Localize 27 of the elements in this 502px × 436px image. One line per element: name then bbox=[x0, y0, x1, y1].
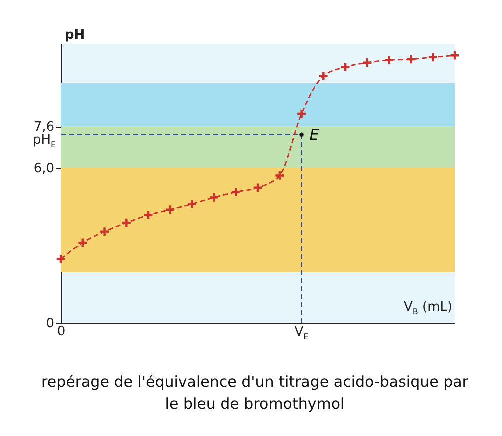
y-tick-label: 6,0 bbox=[34, 162, 54, 176]
point bbox=[143, 210, 154, 221]
y-axis-title: pH bbox=[65, 28, 86, 43]
point bbox=[78, 238, 88, 248]
point bbox=[274, 170, 286, 182]
point bbox=[406, 54, 417, 65]
point bbox=[428, 52, 438, 63]
point bbox=[230, 187, 242, 198]
point bbox=[121, 218, 132, 228]
x-tick-label: V$_{E}$ bbox=[294, 325, 309, 342]
point bbox=[340, 62, 351, 73]
text: repérage de l'équivalence d'un titrage acido-basique par le bleu de bromothymol bbox=[40, 372, 470, 415]
point bbox=[362, 58, 373, 68]
point bbox=[318, 71, 329, 82]
annotation: E bbox=[310, 126, 320, 144]
point bbox=[99, 226, 110, 238]
point bbox=[252, 182, 264, 194]
point bbox=[187, 198, 198, 210]
point bbox=[208, 192, 220, 203]
ref-line-label: pH$_{E}$ bbox=[33, 132, 56, 150]
point bbox=[165, 204, 176, 216]
point bbox=[450, 50, 460, 61]
x-axis-title: V$_{B}$ (mL) bbox=[404, 300, 453, 317]
point bbox=[56, 254, 66, 264]
y-tick-label: 7,6 bbox=[34, 120, 54, 136]
point bbox=[296, 108, 308, 120]
point bbox=[384, 54, 395, 66]
